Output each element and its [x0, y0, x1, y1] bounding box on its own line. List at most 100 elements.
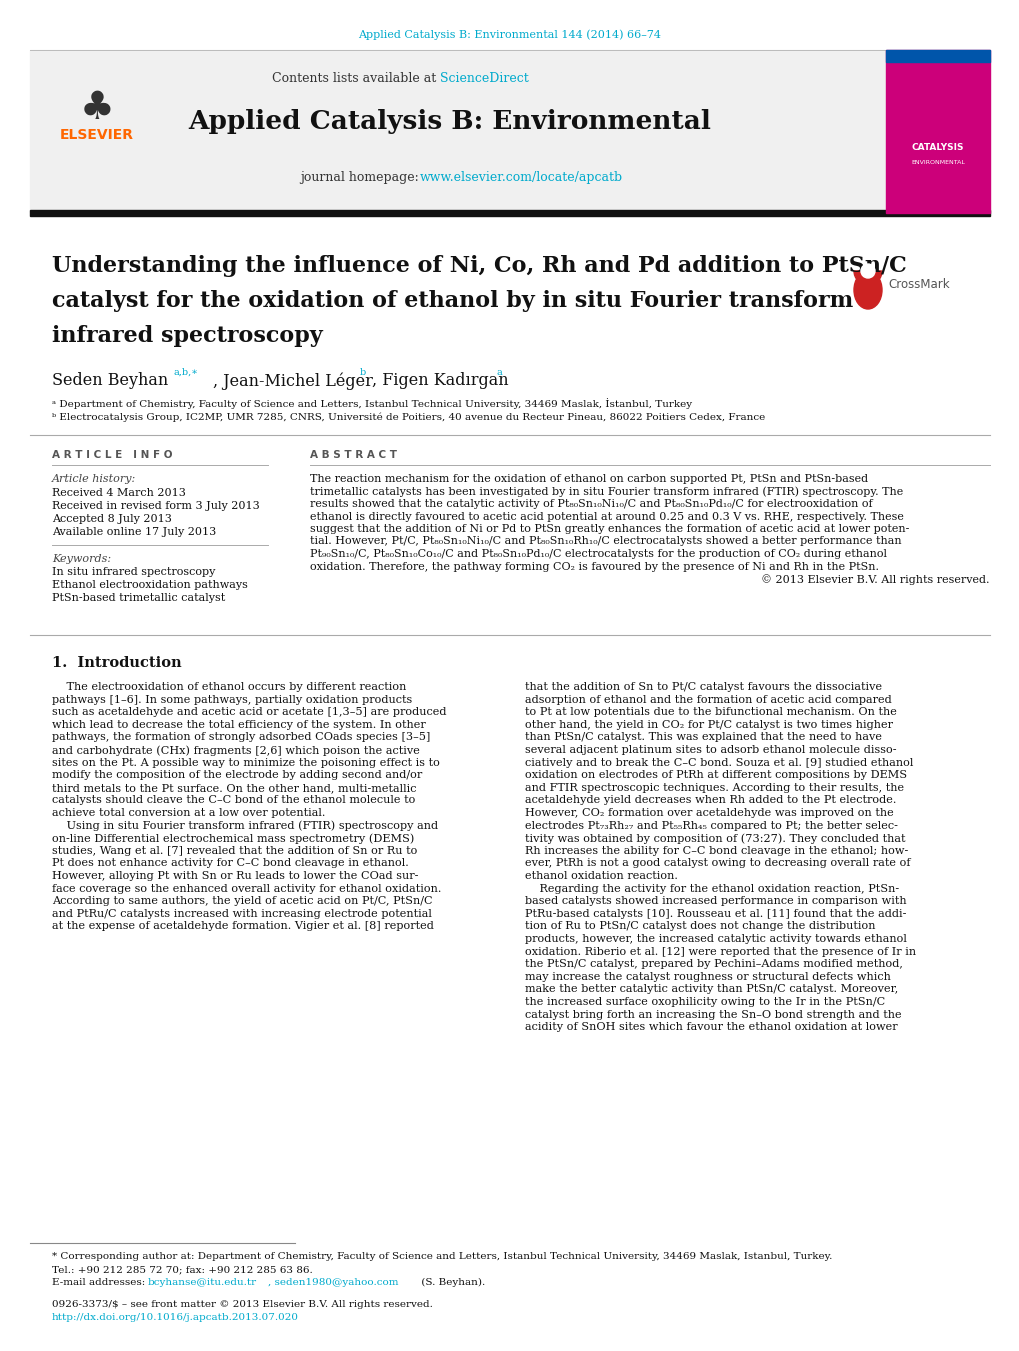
Text: A B S T R A C T: A B S T R A C T: [310, 450, 396, 459]
Text: Using in situ Fourier transform infrared (FTIR) spectroscopy and: Using in situ Fourier transform infrared…: [52, 820, 438, 831]
Text: , Jean-Michel Léger: , Jean-Michel Léger: [213, 372, 373, 389]
Text: based catalysts showed increased performance in comparison with: based catalysts showed increased perform…: [525, 896, 906, 907]
Text: catalysts should cleave the C–C bond of the ethanol molecule to: catalysts should cleave the C–C bond of …: [52, 796, 415, 805]
Text: CrossMark: CrossMark: [888, 278, 949, 292]
Text: products, however, the increased catalytic activity towards ethanol: products, however, the increased catalyt…: [525, 934, 906, 944]
Text: tial. However, Pt/C, Pt₈₀Sn₁₀Ni₁₀/C and Pt₈₀Sn₁₀Rh₁₀/C electrocatalysts showed a: tial. However, Pt/C, Pt₈₀Sn₁₀Ni₁₀/C and …: [310, 536, 901, 547]
Text: ScienceDirect: ScienceDirect: [439, 72, 528, 85]
Text: Accepted 8 July 2013: Accepted 8 July 2013: [52, 513, 172, 524]
Text: Applied Catalysis B: Environmental 144 (2014) 66–74: Applied Catalysis B: Environmental 144 (…: [358, 30, 661, 41]
Text: a,b,∗: a,b,∗: [174, 367, 199, 377]
Text: pathways [1–6]. In some pathways, partially oxidation products: pathways [1–6]. In some pathways, partia…: [52, 694, 412, 705]
Text: E-mail addresses:: E-mail addresses:: [52, 1278, 149, 1288]
Text: The electrooxidation of ethanol occurs by different reaction: The electrooxidation of ethanol occurs b…: [52, 682, 406, 692]
Text: ELSEVIER: ELSEVIER: [60, 128, 133, 142]
Text: and carbohydrate (CHx) fragments [2,6] which poison the active: and carbohydrate (CHx) fragments [2,6] w…: [52, 744, 420, 755]
Text: However, alloying Pt with Sn or Ru leads to lower the COad sur-: However, alloying Pt with Sn or Ru leads…: [52, 871, 418, 881]
Text: pathways, the formation of strongly adsorbed COads species [3–5]: pathways, the formation of strongly adso…: [52, 732, 430, 743]
Text: Rh increases the ability for C–C bond cleavage in the ethanol; how-: Rh increases the ability for C–C bond cl…: [525, 846, 907, 855]
Text: several adjacent platinum sites to adsorb ethanol molecule disso-: several adjacent platinum sites to adsor…: [525, 744, 896, 755]
Text: adsorption of ethanol and the formation of acetic acid compared: adsorption of ethanol and the formation …: [525, 694, 891, 705]
Text: In situ infrared spectroscopy: In situ infrared spectroscopy: [52, 567, 215, 577]
Bar: [30, 50, 884, 212]
Text: * Corresponding author at: Department of Chemistry, Faculty of Science and Lette: * Corresponding author at: Department of…: [52, 1252, 832, 1260]
Text: oxidation. Therefore, the pathway forming CO₂ is favoured by the presence of Ni : oxidation. Therefore, the pathway formin…: [310, 562, 878, 571]
Text: Ethanol electrooxidation pathways: Ethanol electrooxidation pathways: [52, 580, 248, 590]
Text: trimetallic catalysts has been investigated by in situ Fourier transform infrare: trimetallic catalysts has been investiga…: [310, 486, 903, 497]
Text: ᵃ Department of Chemistry, Faculty of Science and Letters, Istanbul Technical Un: ᵃ Department of Chemistry, Faculty of Sc…: [52, 399, 692, 409]
Text: ciatively and to break the C–C bond. Souza et al. [9] studied ethanol: ciatively and to break the C–C bond. Sou…: [525, 758, 912, 767]
Text: 1.  Introduction: 1. Introduction: [52, 657, 181, 670]
Text: face coverage so the enhanced overall activity for ethanol oxidation.: face coverage so the enhanced overall ac…: [52, 884, 441, 893]
Text: and FTIR spectroscopic techniques. According to their results, the: and FTIR spectroscopic techniques. Accor…: [525, 782, 903, 793]
Text: Received 4 March 2013: Received 4 March 2013: [52, 488, 185, 499]
Text: © 2013 Elsevier B.V. All rights reserved.: © 2013 Elsevier B.V. All rights reserved…: [761, 574, 989, 585]
Text: Understanding the influence of Ni, Co, Rh and Pd addition to PtSn/C: Understanding the influence of Ni, Co, R…: [52, 255, 906, 277]
Text: ethanol is directly favoured to acetic acid potential at around 0.25 and 0.3 V v: ethanol is directly favoured to acetic a…: [310, 512, 903, 521]
Text: achieve total conversion at a low over potential.: achieve total conversion at a low over p…: [52, 808, 325, 817]
Text: acidity of SnOH sites which favour the ethanol oxidation at lower: acidity of SnOH sites which favour the e…: [525, 1023, 897, 1032]
Text: to Pt at low potentials due to the bifunctional mechanism. On the: to Pt at low potentials due to the bifun…: [525, 707, 896, 717]
Text: catalyst bring forth an increasing the Sn–O bond strength and the: catalyst bring forth an increasing the S…: [525, 1009, 901, 1020]
Text: studies, Wang et al. [7] revealed that the addition of Sn or Ru to: studies, Wang et al. [7] revealed that t…: [52, 846, 417, 855]
Text: infrared spectroscopy: infrared spectroscopy: [52, 326, 322, 347]
Text: which lead to decrease the total efficiency of the system. In other: which lead to decrease the total efficie…: [52, 720, 425, 730]
Text: Keywords:: Keywords:: [52, 554, 111, 563]
Text: Article history:: Article history:: [52, 474, 137, 484]
Text: ethanol oxidation reaction.: ethanol oxidation reaction.: [525, 871, 678, 881]
Text: catalyst for the oxidation of ethanol by in situ Fourier transform: catalyst for the oxidation of ethanol by…: [52, 290, 853, 312]
Text: Tel.: +90 212 285 72 70; fax: +90 212 285 63 86.: Tel.: +90 212 285 72 70; fax: +90 212 28…: [52, 1265, 313, 1274]
Bar: [30, 209, 989, 216]
Text: Pt₉₀Sn₁₀/C, Pt₈₀Sn₁₀Co₁₀/C and Pt₈₀Sn₁₀Pd₁₀/C electrocatalysts for the productio: Pt₉₀Sn₁₀/C, Pt₈₀Sn₁₀Co₁₀/C and Pt₈₀Sn₁₀P…: [310, 549, 887, 559]
Text: ♣: ♣: [79, 89, 114, 127]
Text: , seden1980@yahoo.com: , seden1980@yahoo.com: [268, 1278, 398, 1288]
Text: http://dx.doi.org/10.1016/j.apcatb.2013.07.020: http://dx.doi.org/10.1016/j.apcatb.2013.…: [52, 1313, 299, 1323]
Text: According to same authors, the yield of acetic acid on Pt/C, PtSn/C: According to same authors, the yield of …: [52, 896, 432, 907]
Text: bcyhanse@itu.edu.tr: bcyhanse@itu.edu.tr: [148, 1278, 257, 1288]
Text: other hand, the yield in CO₂ for Pt/C catalyst is two times higher: other hand, the yield in CO₂ for Pt/C ca…: [525, 720, 892, 730]
Text: , Figen Kadırgan: , Figen Kadırgan: [372, 372, 508, 389]
Text: at the expense of acetaldehyde formation. Vigier et al. [8] reported: at the expense of acetaldehyde formation…: [52, 921, 433, 931]
Circle shape: [860, 263, 874, 278]
Text: third metals to the Pt surface. On the other hand, multi-metallic: third metals to the Pt surface. On the o…: [52, 782, 416, 793]
Text: may increase the catalyst roughness or structural defects which: may increase the catalyst roughness or s…: [525, 971, 890, 982]
Text: Received in revised form 3 July 2013: Received in revised form 3 July 2013: [52, 501, 260, 511]
Text: ever, PtRh is not a good catalyst owing to decreasing overall rate of: ever, PtRh is not a good catalyst owing …: [525, 858, 910, 869]
Text: PtSn-based trimetallic catalyst: PtSn-based trimetallic catalyst: [52, 593, 225, 603]
Text: A R T I C L E   I N F O: A R T I C L E I N F O: [52, 450, 172, 459]
Text: 0926-3373/$ – see front matter © 2013 Elsevier B.V. All rights reserved.: 0926-3373/$ – see front matter © 2013 El…: [52, 1300, 432, 1309]
Text: (S. Beyhan).: (S. Beyhan).: [418, 1278, 485, 1288]
Text: journal homepage:: journal homepage:: [300, 172, 422, 185]
Text: tivity was obtained by composition of (73:27). They concluded that: tivity was obtained by composition of (7…: [525, 834, 905, 844]
Ellipse shape: [853, 272, 881, 309]
Text: results showed that the catalytic activity of Pt₈₀Sn₁₀Ni₁₀/C and Pt₈₀Sn₁₀Pd₁₀/C : results showed that the catalytic activi…: [310, 499, 872, 509]
Text: a: a: [496, 367, 502, 377]
Text: ᵇ Electrocatalysis Group, IC2MP, UMR 7285, CNRS, Université de Poitiers, 40 aven: ᵇ Electrocatalysis Group, IC2MP, UMR 728…: [52, 413, 764, 423]
Text: tion of Ru to PtSn/C catalyst does not change the distribution: tion of Ru to PtSn/C catalyst does not c…: [525, 921, 874, 931]
Text: acetaldehyde yield decreases when Rh added to the Pt electrode.: acetaldehyde yield decreases when Rh add…: [525, 796, 896, 805]
Text: and PtRu/C catalysts increased with increasing electrode potential: and PtRu/C catalysts increased with incr…: [52, 909, 431, 919]
Text: Pt does not enhance activity for C–C bond cleavage in ethanol.: Pt does not enhance activity for C–C bon…: [52, 858, 409, 869]
Text: oxidation. Riberio et al. [12] were reported that the presence of Ir in: oxidation. Riberio et al. [12] were repo…: [525, 947, 915, 957]
Text: Available online 17 July 2013: Available online 17 July 2013: [52, 527, 216, 536]
Bar: [886, 50, 989, 62]
Text: that the addition of Sn to Pt/C catalyst favours the dissociative: that the addition of Sn to Pt/C catalyst…: [525, 682, 881, 692]
Text: CATALYSIS: CATALYSIS: [911, 143, 963, 153]
Bar: [886, 50, 989, 213]
Text: oxidation on electrodes of PtRh at different compositions by DEMS: oxidation on electrodes of PtRh at diffe…: [525, 770, 906, 780]
Wedge shape: [853, 272, 881, 285]
Text: sites on the Pt. A possible way to minimize the poisoning effect is to: sites on the Pt. A possible way to minim…: [52, 758, 439, 767]
Text: such as acetaldehyde and acetic acid or acetate [1,3–5] are produced: such as acetaldehyde and acetic acid or …: [52, 707, 446, 717]
Text: Contents lists available at: Contents lists available at: [271, 72, 439, 85]
Text: Seden Beyhan: Seden Beyhan: [52, 372, 168, 389]
Text: electrodes Pt₇₃Rh₂₇ and Pt₅₅Rh₄₅ compared to Pt; the better selec-: electrodes Pt₇₃Rh₂₇ and Pt₅₅Rh₄₅ compare…: [525, 820, 897, 831]
Text: b: b: [360, 367, 366, 377]
Text: suggest that the addition of Ni or Pd to PtSn greatly enhances the formation of : suggest that the addition of Ni or Pd to…: [310, 524, 909, 534]
Text: However, CO₂ formation over acetaldehyde was improved on the: However, CO₂ formation over acetaldehyde…: [525, 808, 893, 817]
Text: the increased surface oxophilicity owing to the Ir in the PtSn/C: the increased surface oxophilicity owing…: [525, 997, 884, 1006]
Text: www.elsevier.com/locate/apcatb: www.elsevier.com/locate/apcatb: [420, 172, 623, 185]
Text: The reaction mechanism for the oxidation of ethanol on carbon supported Pt, PtSn: The reaction mechanism for the oxidation…: [310, 474, 867, 484]
Text: make the better catalytic activity than PtSn/C catalyst. Moreover,: make the better catalytic activity than …: [525, 985, 898, 994]
Text: modify the composition of the electrode by adding second and/or: modify the composition of the electrode …: [52, 770, 422, 780]
Text: ENVIRONMENTAL: ENVIRONMENTAL: [910, 161, 964, 166]
